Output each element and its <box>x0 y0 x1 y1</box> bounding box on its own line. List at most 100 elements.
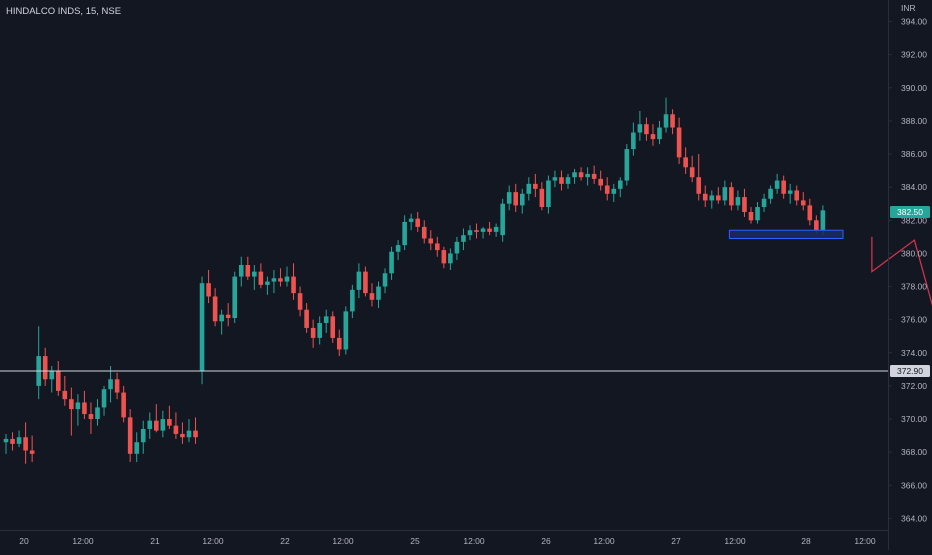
candle-down <box>650 124 656 146</box>
candle-up <box>774 173 780 194</box>
candle-body <box>258 271 264 285</box>
price-tick-label: 364.00 <box>901 513 927 523</box>
candle-up <box>572 168 577 184</box>
candle-body <box>363 271 368 294</box>
time-tick-label: 12:00 <box>332 536 354 546</box>
candles-layer <box>3 97 826 464</box>
candle-body <box>62 390 68 400</box>
candle-up <box>467 225 473 241</box>
candle-body <box>500 203 505 236</box>
candle-body <box>336 337 342 350</box>
candle-up <box>408 213 414 231</box>
drawings-layer[interactable] <box>0 229 932 372</box>
time-tick-label: 28 <box>801 536 811 546</box>
candle-up <box>663 97 669 133</box>
candle-down <box>533 173 538 198</box>
candle-down <box>539 182 545 211</box>
candle-body <box>578 172 584 178</box>
candle-body <box>631 132 636 150</box>
candle-body <box>55 371 61 391</box>
candle-down <box>82 390 87 420</box>
symbol-title: HINDALCO INDS, 15, NSE <box>6 6 121 17</box>
candle-down <box>807 198 813 226</box>
candle-up <box>101 385 107 416</box>
candle-down <box>441 246 447 269</box>
candle-up <box>735 190 741 211</box>
candle-body <box>140 428 146 443</box>
candle-up <box>134 432 139 463</box>
candle-up <box>219 309 224 335</box>
candle-body <box>173 425 179 434</box>
candle-body <box>598 178 603 186</box>
candle-body <box>147 420 153 429</box>
candle-body <box>787 190 793 194</box>
candle-up <box>95 399 100 426</box>
candle-body <box>676 127 682 158</box>
candle-up <box>480 226 486 239</box>
candle-body <box>402 221 407 246</box>
price-tick-label: 390.00 <box>901 83 927 93</box>
candle-body <box>212 296 218 322</box>
candle-body <box>108 379 113 390</box>
candle-down <box>291 263 296 300</box>
candle-up <box>552 170 558 188</box>
candle-body <box>69 399 74 410</box>
candle-body <box>180 433 185 438</box>
price-tick-label: 376.00 <box>901 315 927 325</box>
candle-down <box>794 185 800 206</box>
candle-down <box>683 147 688 174</box>
price-tick-label: 392.00 <box>901 50 927 60</box>
candle-body <box>382 273 388 287</box>
level-price-badge <box>890 365 930 377</box>
candle-body <box>644 124 649 135</box>
time-tick-label: 12:00 <box>593 536 615 546</box>
time-tick-label: 27 <box>671 536 681 546</box>
candle-down <box>88 402 94 434</box>
level-price-label: 372.90 <box>897 366 923 376</box>
candle-body <box>474 230 479 232</box>
candle-down <box>55 361 61 396</box>
candle-down <box>604 177 610 201</box>
candle-down <box>369 283 375 307</box>
candle-body <box>323 316 329 323</box>
candle-body <box>127 417 133 454</box>
candle-body <box>617 180 623 189</box>
candle-body <box>297 293 303 310</box>
candle-body <box>448 253 453 264</box>
candle-down <box>716 187 721 204</box>
candle-down <box>245 256 251 280</box>
candle-down <box>742 188 747 217</box>
candle-down <box>330 311 336 343</box>
candle-body <box>193 430 198 438</box>
price-tick-label: 370.00 <box>901 414 927 424</box>
time-axis[interactable]: 20 12:00 21 12:00 22 12:00 25 12:00 26 12:00 27 12:… <box>19 536 876 546</box>
currency-label: INR <box>901 3 916 13</box>
time-tick-label: 12:00 <box>854 536 876 546</box>
candle-body <box>160 419 166 431</box>
candle-down <box>23 422 28 464</box>
candle-body <box>552 177 558 181</box>
candle-down <box>644 117 649 141</box>
candle-up <box>238 256 244 287</box>
support-zone-rectangle[interactable] <box>728 229 844 239</box>
candle-down <box>696 154 702 201</box>
price-axis[interactable]: 394.00 392.00 390.00 388.00 386.00 384.00 382.… <box>888 17 927 524</box>
candle-body <box>814 220 819 231</box>
candle-down <box>212 288 218 327</box>
candle-up <box>787 183 793 204</box>
candle-up <box>493 223 499 237</box>
candle-down <box>173 412 179 439</box>
price-tick-label: 372.00 <box>901 381 927 391</box>
candle-body <box>415 218 421 227</box>
candle-body <box>572 172 577 178</box>
candle-body <box>395 245 401 252</box>
candle-down <box>670 109 675 135</box>
candle-body <box>670 114 675 128</box>
projection-path[interactable] <box>871 236 932 335</box>
candle-body <box>716 195 721 201</box>
candle-body <box>219 314 224 322</box>
candle-up <box>147 412 153 439</box>
candle-up <box>526 177 532 201</box>
candle-body <box>781 180 786 194</box>
